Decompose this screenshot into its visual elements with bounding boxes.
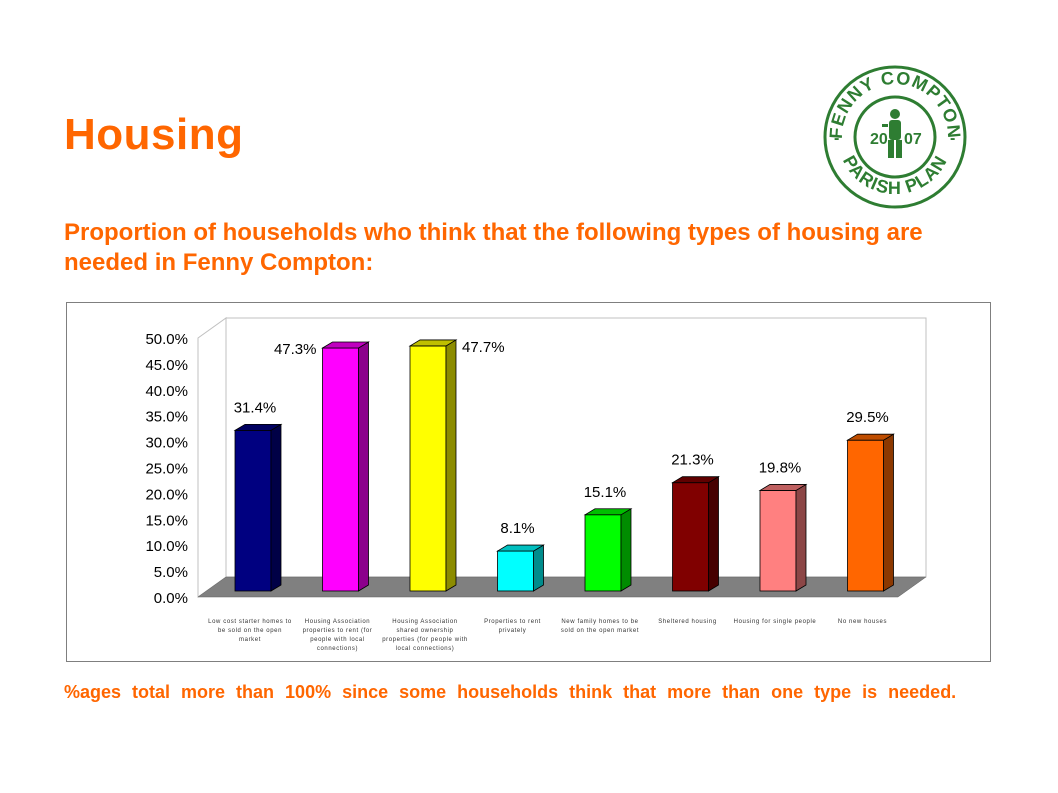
bar-top <box>233 423 283 431</box>
category-label: No new houses <box>837 619 888 625</box>
logo-year-left: 20 <box>870 131 888 148</box>
chart-floor <box>197 576 927 598</box>
bar <box>497 550 534 592</box>
bar-side <box>883 433 894 592</box>
category-label: Low cost starter homes to be sold on the… <box>208 619 292 643</box>
category-label: Housing Association properties to rent (… <box>302 619 373 652</box>
bar-side <box>708 475 719 592</box>
bar-top <box>321 341 370 349</box>
svg-text:-: - <box>834 130 839 147</box>
bar-top <box>496 544 545 552</box>
bar-top <box>758 484 808 491</box>
data-label: 8.1% <box>500 520 534 537</box>
bar <box>322 347 359 592</box>
data-label: 31.4% <box>234 399 277 416</box>
category-label: Housing for single people <box>733 619 817 625</box>
footnote: %ages total more than 100% since some ho… <box>64 682 957 702</box>
data-label: 47.7% <box>462 339 505 356</box>
y-tick-label: 0.0% <box>154 590 188 607</box>
bar-side <box>445 339 457 592</box>
category-label: New family homes to be sold on the open … <box>560 619 640 634</box>
y-tick-label: 40.0% <box>145 383 188 400</box>
y-tick-label: 45.0% <box>145 357 188 374</box>
bar-side <box>620 508 632 592</box>
data-label: 29.5% <box>846 409 889 426</box>
bar <box>409 345 447 592</box>
bar <box>759 490 797 592</box>
data-label: 15.1% <box>584 484 627 501</box>
bar <box>234 429 272 592</box>
figure-icon <box>882 109 902 158</box>
bar <box>672 482 709 592</box>
y-tick-label: 35.0% <box>145 409 188 426</box>
category-label: Properties to rent privately <box>484 619 541 634</box>
category-label: Sheltered housing <box>658 619 717 625</box>
bar-top <box>846 433 895 441</box>
page-title: Housing <box>64 110 244 159</box>
y-tick-label: 20.0% <box>145 486 188 503</box>
bar-side <box>270 423 282 592</box>
bar-top <box>583 508 633 516</box>
bar <box>847 439 884 592</box>
y-tick-label: 50.0% <box>145 331 188 348</box>
bar-side <box>795 483 807 592</box>
bar-top <box>408 339 458 347</box>
y-tick-label: 25.0% <box>145 461 188 478</box>
logo-year-right: 07 <box>904 131 922 148</box>
bar <box>584 514 622 592</box>
bar-side <box>533 544 544 592</box>
data-label: 47.3% <box>274 341 317 358</box>
bar-top <box>671 476 720 484</box>
chart-subtitle: Proportion of households who think that … <box>64 219 923 276</box>
svg-text:-: - <box>950 130 955 147</box>
data-label: 21.3% <box>671 452 714 469</box>
y-tick-label: 30.0% <box>145 435 188 452</box>
bar-side <box>358 341 369 592</box>
category-label: Housing Association shared ownership pro… <box>382 619 468 652</box>
y-tick-label: 10.0% <box>145 538 188 555</box>
parish-plan-logo: FENNY COMPTON PARISH PLAN - - 20 07 <box>823 65 967 209</box>
data-label: 19.8% <box>759 459 802 476</box>
y-tick-label: 5.0% <box>154 564 188 581</box>
chart-side-wall <box>197 317 227 598</box>
y-tick-label: 15.0% <box>145 512 188 529</box>
